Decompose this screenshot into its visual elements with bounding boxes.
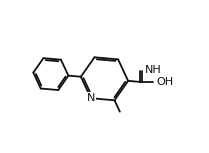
Text: OH: OH	[156, 77, 173, 87]
Text: NH: NH	[144, 65, 161, 75]
Text: N: N	[87, 93, 95, 103]
